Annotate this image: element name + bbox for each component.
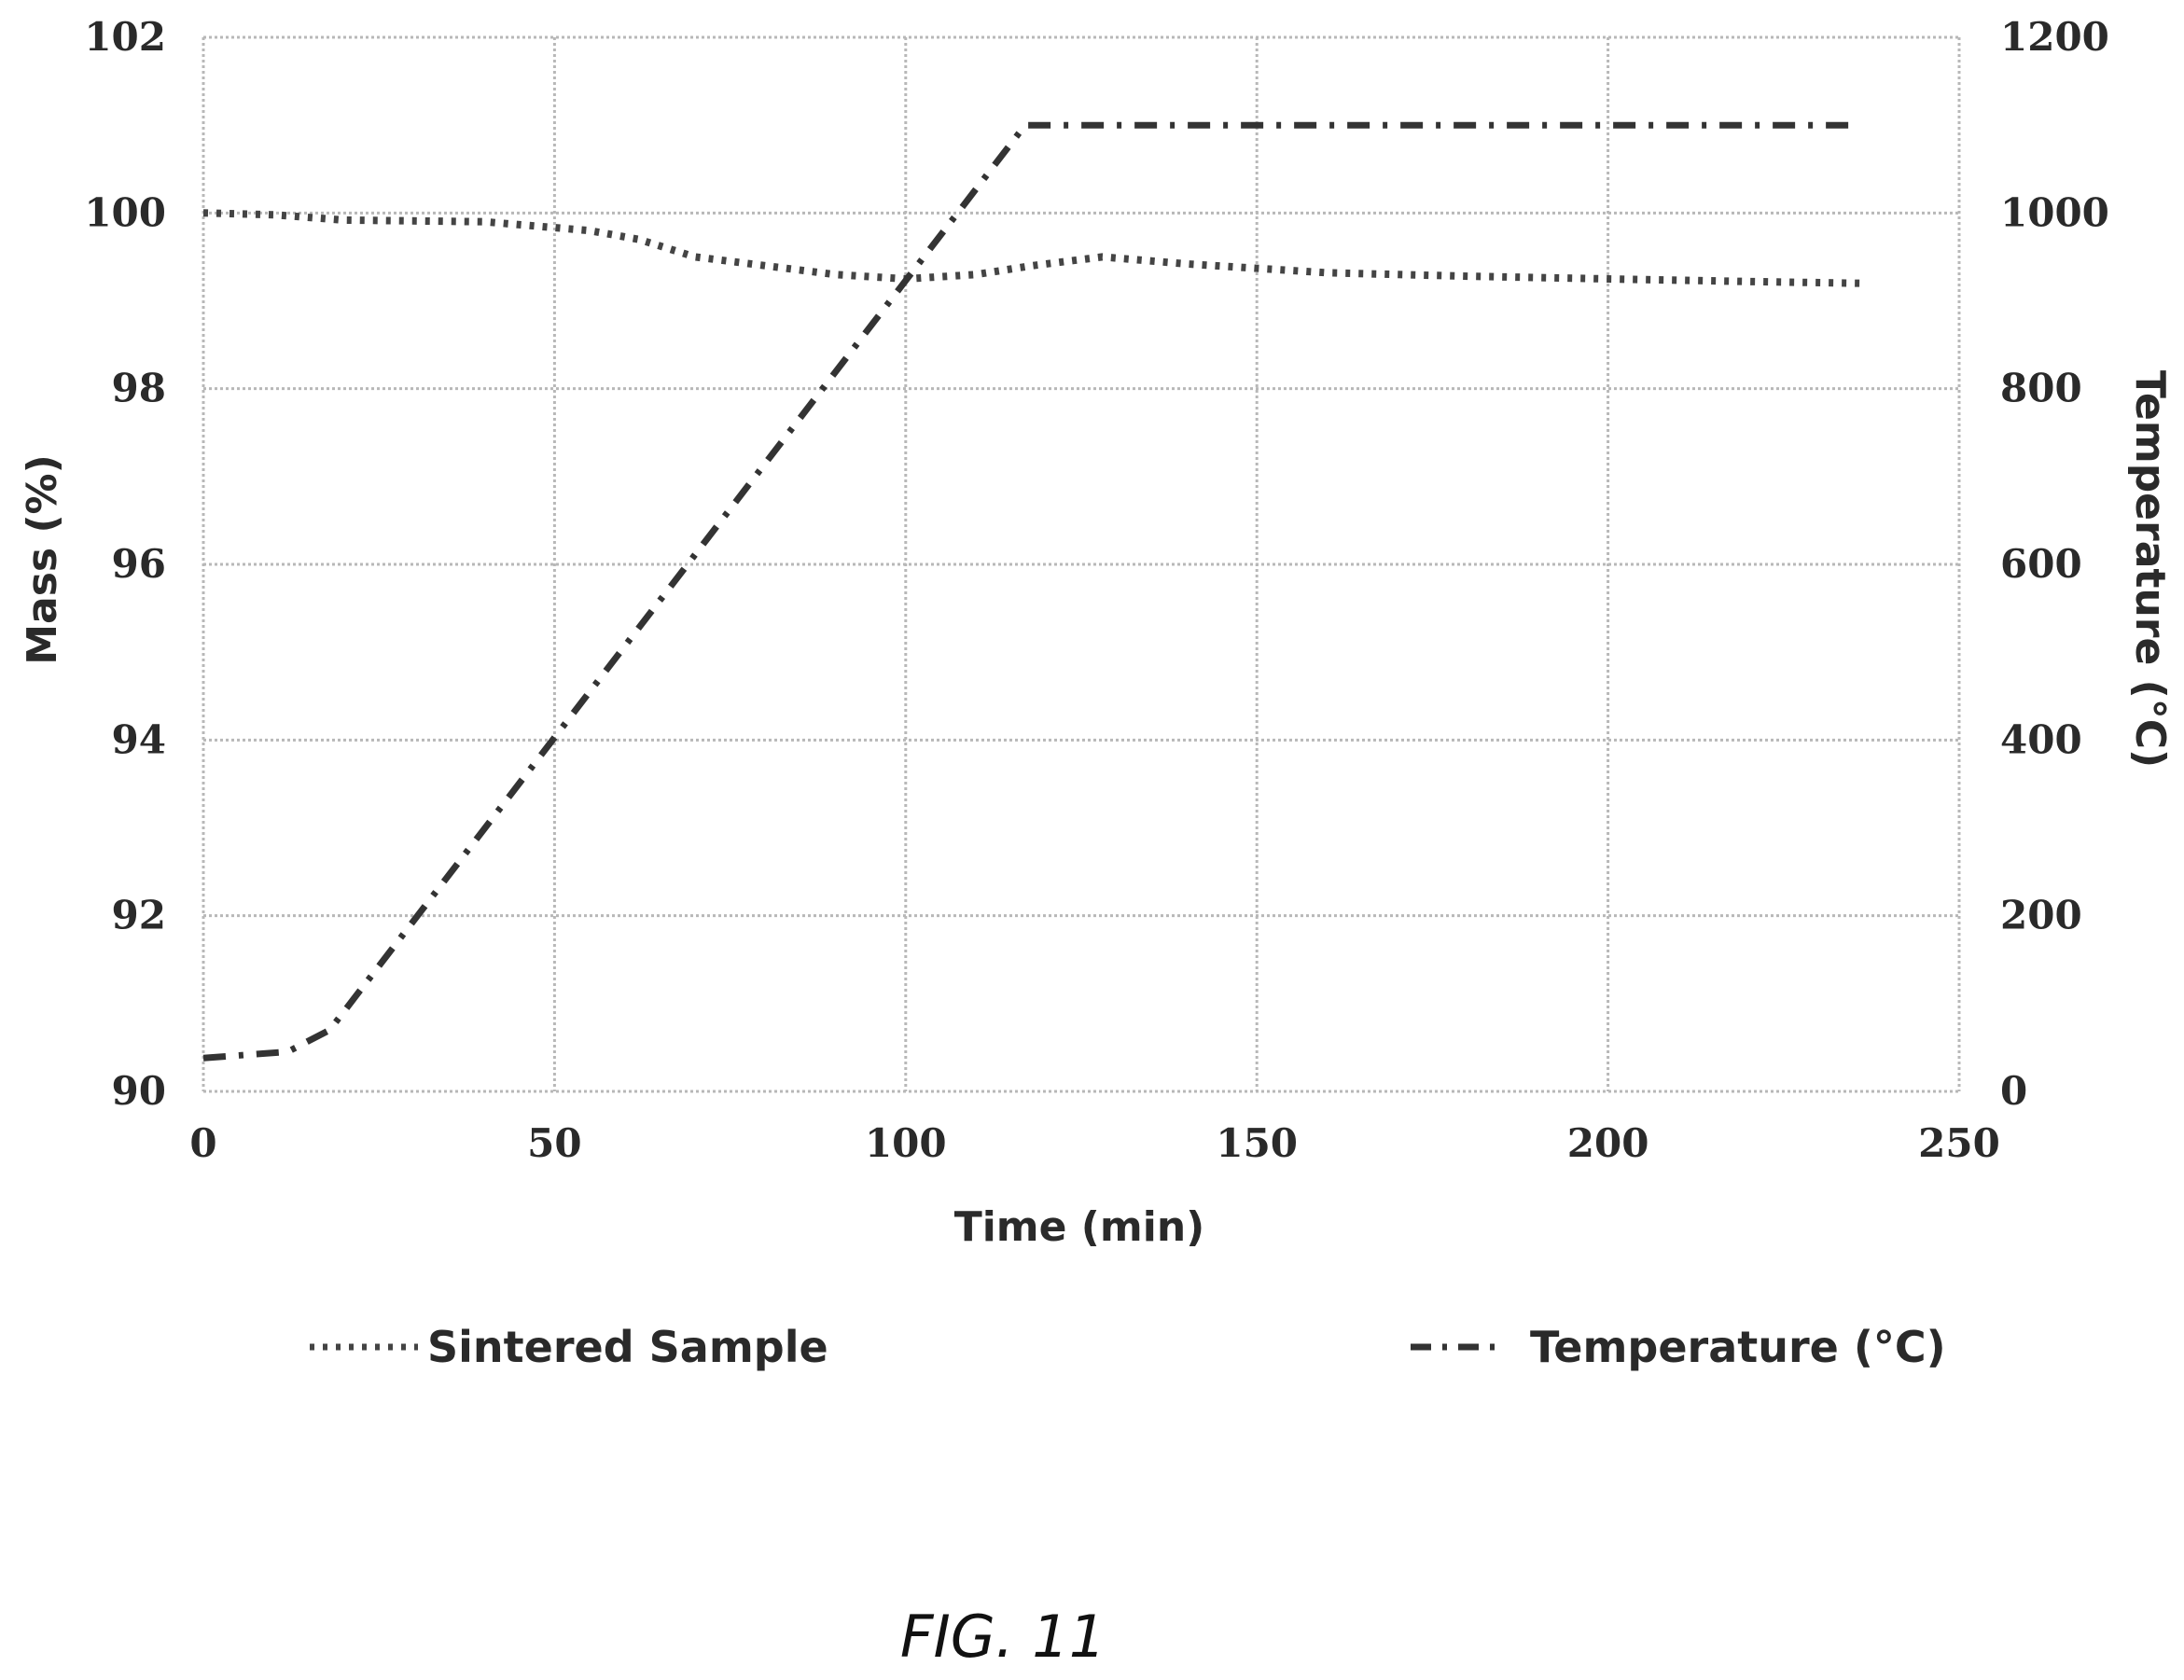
x-tick-label: 100 [865,1120,947,1166]
series-line-sintered-sample [202,209,1861,287]
series-layer [202,121,1861,1062]
y-tick-label: 94 [112,716,166,762]
tick-labels: 90 92 94 96 98 100 102 0 200 400 600 800 1000 1200 0 50… [84,14,2109,1166]
y-tick-label: 96 [112,541,166,587]
x-axis-title: Time (min) [954,1203,1205,1251]
legend-label-temperature: Temperature (°C) [1530,1322,1946,1372]
y-tick-label: 98 [112,366,166,411]
y2-tick-label: 1000 [2000,189,2109,235]
y2-tick-label: 600 [2000,541,2082,587]
x-tick-label: 150 [1216,1120,1298,1166]
y2-tick-label: 200 [2000,893,2082,938]
grid [202,35,1961,1093]
y2-tick-label: 1200 [2000,14,2109,60]
x-tick-label: 200 [1567,1120,1649,1166]
x-tick-label: 50 [527,1120,581,1166]
y-tick-label: 90 [112,1068,166,1114]
x-tick-label: 250 [1918,1120,2000,1166]
series-line-temperature [202,121,1861,1062]
legend-label-sintered-sample: Sintered Sample [427,1322,828,1372]
y-tick-label: 102 [84,14,166,60]
y2-axis-title: Temperature (°C) [2126,370,2174,768]
y2-tick-label: 0 [2000,1068,2027,1114]
y-tick-label: 92 [112,893,166,938]
y-axis-title: Mass (%) [19,454,66,664]
figure-label: FIG. 11 [899,1603,1106,1671]
chart: 90 92 94 96 98 100 102 0 200 400 600 800 1000 1200 0 50… [19,14,2174,1372]
y-tick-label: 100 [84,189,166,235]
y2-tick-label: 400 [2000,716,2082,762]
x-tick-label: 0 [189,1120,216,1166]
y2-tick-label: 800 [2000,366,2082,411]
legend: Sintered Sample Temperature (°C) [310,1322,1946,1372]
